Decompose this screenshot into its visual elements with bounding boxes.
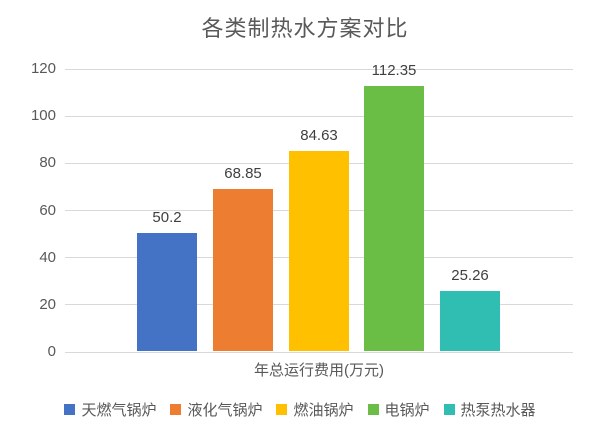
y-axis-tick-label: 60	[39, 201, 56, 219]
bar-data-label: 25.26	[451, 267, 489, 285]
legend-item-热泵热水器: 热泵热水器	[443, 399, 536, 420]
legend-label: 燃油锅炉	[293, 402, 354, 419]
chart-title: 各类制热水方案对比	[201, 16, 409, 41]
y-axis-tick-label: 120	[30, 60, 56, 77]
gridline	[65, 351, 573, 353]
legend: 天燃气锅炉 液化气锅炉 燃油锅炉 电锅炉 热泵热水器	[0, 399, 600, 420]
legend-label: 液化气锅炉	[187, 402, 263, 419]
legend-label: 天燃气锅炉	[81, 402, 157, 419]
y-axis-tick-label: 100	[30, 107, 56, 125]
y-axis-tick-label: 80	[39, 154, 56, 172]
plot-area: 50.2 68.85 84.63 112.35 25.26	[65, 63, 573, 353]
bar-data-label: 68.85	[224, 164, 262, 182]
bar-data-label: 84.63	[300, 127, 338, 145]
legend-item-液化气锅炉: 液化气锅炉	[170, 399, 262, 420]
bar-data-label: 50.2	[152, 208, 182, 226]
y-axis-tick-label: 40	[39, 248, 56, 266]
legend-label: 热泵热水器	[460, 402, 536, 419]
legend-swatch-icon	[64, 404, 76, 415]
gridline	[65, 68, 573, 70]
bar-液化气锅炉	[213, 188, 273, 351]
bar-热泵热水器	[440, 291, 500, 351]
bar-天燃气锅炉	[137, 232, 197, 351]
legend-item-燃油锅炉: 燃油锅炉	[276, 399, 354, 420]
y-axis-tick-label: 0	[47, 343, 56, 360]
legend-swatch-icon	[276, 404, 288, 415]
legend-item-天燃气锅炉: 天燃气锅炉	[64, 399, 156, 420]
bar-data-label: 112.35	[371, 62, 417, 80]
legend-swatch-icon	[170, 404, 182, 415]
legend-label: 电锅炉	[384, 402, 430, 419]
legend-swatch-icon	[367, 404, 379, 415]
legend-swatch-icon	[443, 404, 455, 415]
gridline	[65, 115, 573, 117]
bar-燃油锅炉	[289, 151, 349, 351]
x-axis-title: 年总运行费用(万元)	[254, 362, 384, 379]
y-axis-tick-label: 20	[39, 295, 56, 313]
legend-item-电锅炉: 电锅炉	[367, 399, 430, 420]
bar-电锅炉	[364, 86, 424, 351]
